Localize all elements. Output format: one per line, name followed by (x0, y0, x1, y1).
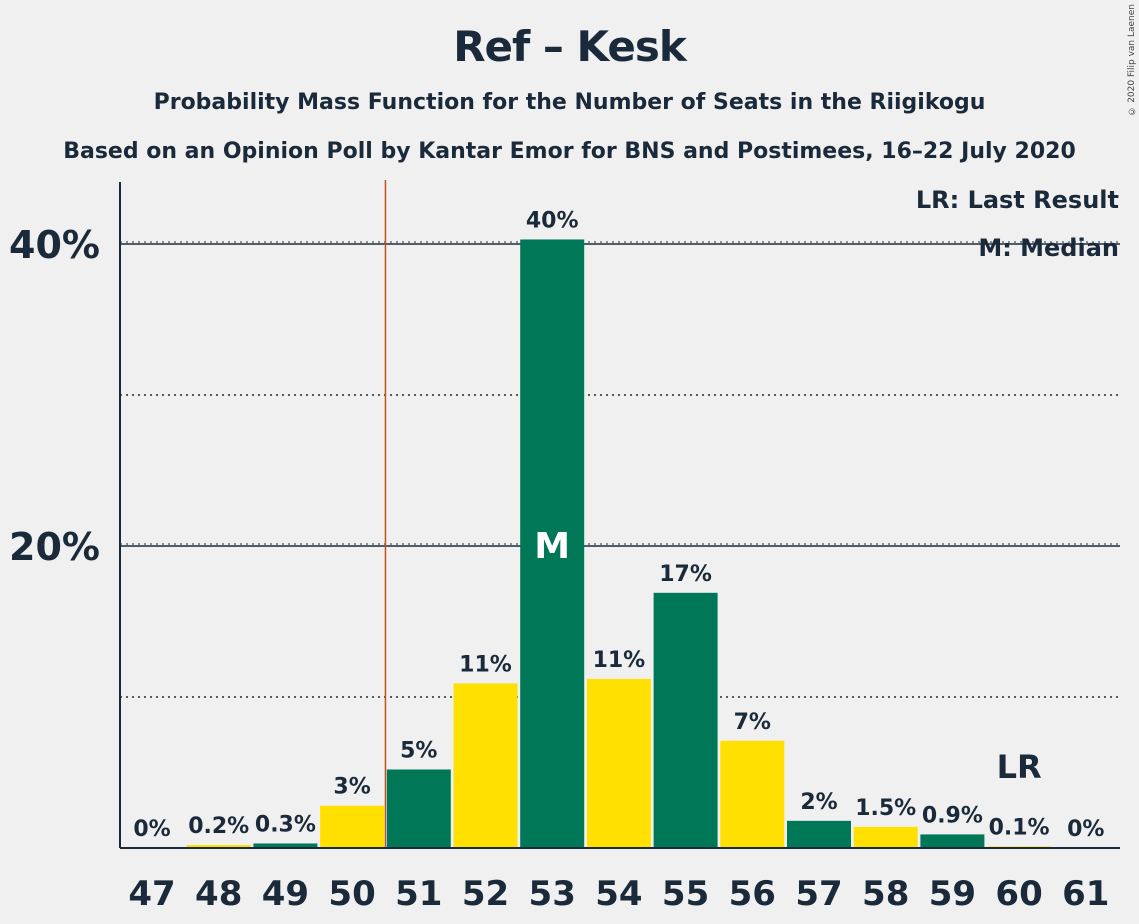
bar-value-label: 7% (734, 710, 771, 735)
bar-seat-52 (453, 683, 518, 848)
x-tick-label: 48 (195, 874, 242, 914)
chart-subtitle-source: Based on an Opinion Poll by Kantar Emor … (63, 139, 1076, 164)
y-tick-label: 20% (9, 525, 100, 569)
bar-value-label: 0.3% (255, 812, 316, 837)
bar-value-label: 0.9% (922, 803, 983, 828)
bar-seat-50 (320, 805, 385, 848)
bar-value-label: 0% (133, 817, 170, 842)
bar-value-label: 2% (800, 790, 837, 815)
bar-value-label: 0.1% (989, 815, 1050, 840)
x-tick-label: 57 (795, 874, 842, 914)
legend-median: M: Median (978, 234, 1119, 262)
bar-seat-54 (586, 678, 651, 848)
bar-value-label: 11% (593, 648, 646, 673)
bar-seat-53 (520, 239, 585, 849)
y-tick-label: 40% (9, 223, 100, 267)
bar-value-label: 0% (1067, 817, 1104, 842)
bar-seat-58 (853, 826, 918, 848)
x-tick-label: 53 (529, 874, 576, 914)
x-tick-label: 51 (395, 874, 442, 914)
bar-value-label: 11% (459, 652, 512, 677)
median-marker: M (534, 526, 570, 567)
bar-seat-55 (653, 592, 718, 848)
bar-value-label: 0.2% (188, 814, 249, 839)
x-tick-label: 50 (328, 874, 375, 914)
x-tick-label: 52 (462, 874, 509, 914)
legend-last-result: LR: Last Result (915, 186, 1119, 214)
bar-seat-57 (787, 820, 851, 848)
bar-value-label: 17% (659, 562, 712, 587)
chart-title: Ref – Kesk (453, 22, 687, 71)
x-tick-label: 54 (595, 874, 642, 914)
bar-seat-59 (920, 834, 985, 848)
x-tick-label: 59 (929, 874, 976, 914)
bar-seat-49 (253, 843, 318, 848)
bar-value-label: 5% (400, 738, 437, 763)
x-tick-label: 47 (128, 874, 175, 914)
bar-seat-51 (386, 769, 451, 848)
bar-value-label: 40% (526, 208, 579, 233)
bar-seat-48 (186, 844, 251, 848)
x-tick-label: 61 (1062, 874, 1109, 914)
x-tick-label: 49 (262, 874, 309, 914)
x-tick-label: 58 (862, 874, 909, 914)
x-tick-label: 56 (729, 874, 776, 914)
last-result-marker: LR (997, 748, 1042, 786)
x-tick-label: 55 (662, 874, 709, 914)
bar-value-label: 1.5% (855, 796, 916, 821)
bar-seat-56 (720, 740, 785, 848)
chart-subtitle: Probability Mass Function for the Number… (153, 90, 986, 115)
x-tick-label: 60 (995, 874, 1042, 914)
bar-value-label: 3% (333, 775, 370, 800)
